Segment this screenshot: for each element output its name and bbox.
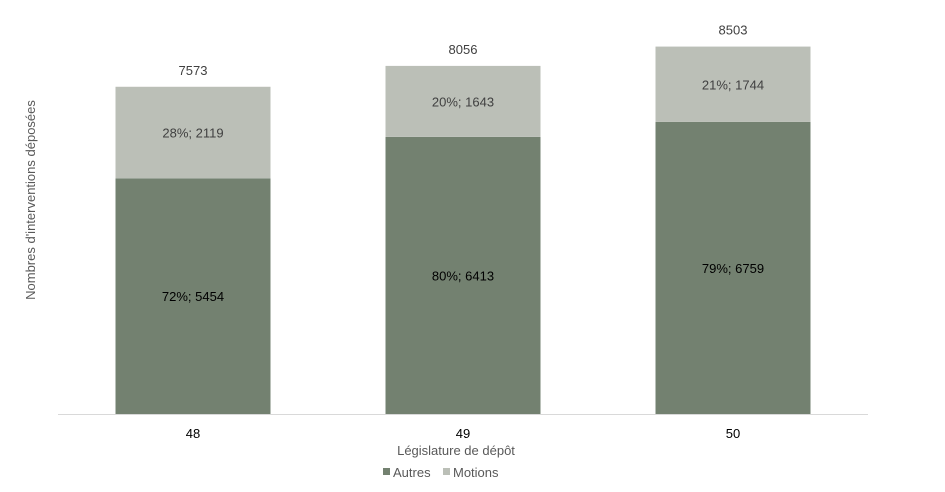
bar-autres-48 [115, 178, 271, 414]
bar-autres-49 [385, 136, 541, 414]
legend-label-motions: Motions [453, 465, 499, 480]
total-label-50: 8503 [719, 23, 748, 38]
data-label-autres-50: 79%; 6759 [702, 261, 764, 276]
x-tick-label-49: 49 [456, 426, 470, 441]
data-label-motions-50: 21%; 1744 [702, 77, 764, 92]
total-label-48: 7573 [179, 63, 208, 78]
chart-marks: 72%; 5454 28%; 2119 7573 48 80%; 6413 20%; 16… [115, 23, 811, 441]
legend: Autres Motions [383, 465, 499, 480]
bar-motions-50 [655, 46, 811, 122]
data-label-autres-48: 72%; 5454 [162, 289, 224, 304]
legend-label-autres: Autres [393, 465, 431, 480]
data-label-motions-48: 28%; 2119 [162, 126, 223, 141]
legend-swatch-motions [443, 468, 450, 475]
x-axis-title: Législature de dépôt [397, 443, 515, 458]
x-tick-label-50: 50 [726, 426, 740, 441]
legend-swatch-autres [383, 468, 390, 475]
bar-motions-49 [385, 65, 541, 137]
data-label-autres-49: 80%; 6413 [432, 268, 494, 283]
y-axis-title: Nombres d'interventions déposées [23, 100, 38, 300]
x-tick-label-48: 48 [186, 426, 200, 441]
bar-motions-48 [115, 86, 271, 179]
bar-autres-50 [655, 121, 811, 415]
total-label-49: 8056 [449, 42, 478, 57]
data-label-motions-49: 20%; 1643 [432, 94, 494, 109]
